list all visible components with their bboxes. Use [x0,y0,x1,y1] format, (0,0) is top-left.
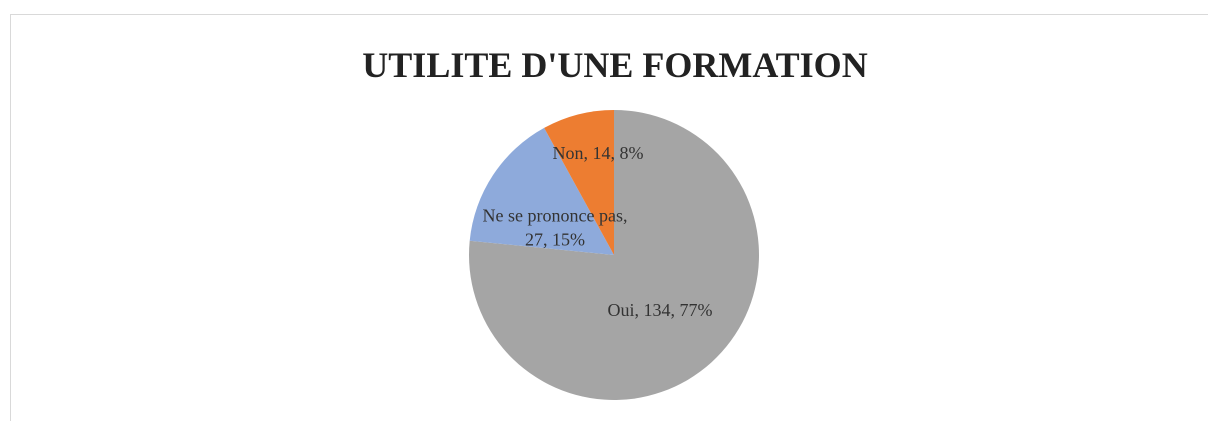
data-label: Ne se prononce pas, 27, 15% [482,205,628,250]
data-label: Non, 14, 8% [552,142,644,163]
pie-slice [544,110,614,255]
pie-slice [469,127,614,255]
data-label: Oui, 134, 77% [607,299,713,320]
chart-frame [10,14,1208,421]
chart-title: UTILITE D'UNE FORMATION [362,45,868,85]
